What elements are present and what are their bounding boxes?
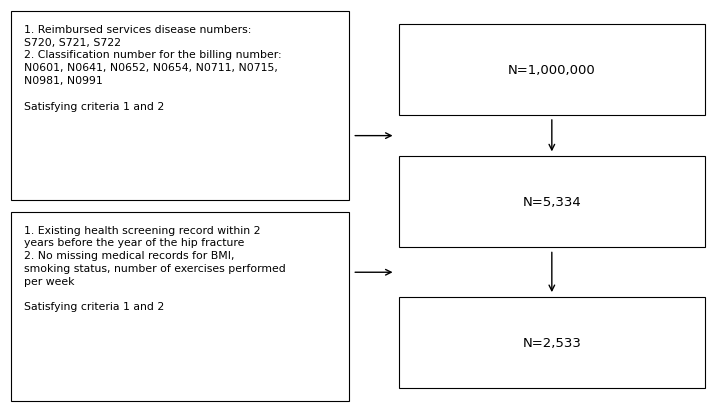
Text: N=5,334: N=5,334 xyxy=(523,196,581,209)
FancyBboxPatch shape xyxy=(399,297,705,388)
Text: 1. Existing health screening record within 2
years before the year of the hip fr: 1. Existing health screening record with… xyxy=(24,225,285,312)
Text: 1. Reimbursed services disease numbers:
S720, S721, S722
2. Classification numbe: 1. Reimbursed services disease numbers: … xyxy=(24,25,281,112)
Text: N=1,000,000: N=1,000,000 xyxy=(508,64,596,77)
FancyBboxPatch shape xyxy=(399,25,705,116)
FancyBboxPatch shape xyxy=(399,157,705,248)
FancyBboxPatch shape xyxy=(11,12,349,200)
Text: N=2,533: N=2,533 xyxy=(523,336,581,349)
FancyBboxPatch shape xyxy=(11,213,349,401)
